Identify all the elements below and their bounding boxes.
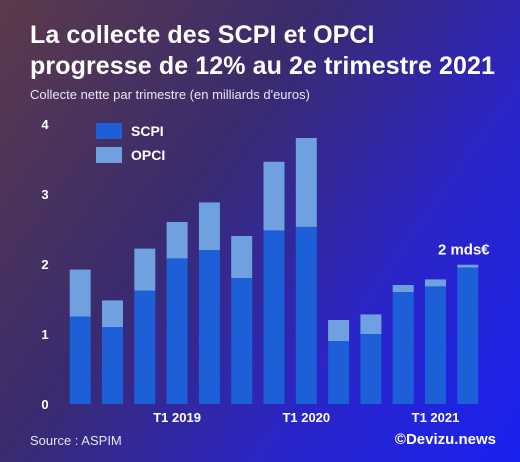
bar-opci [102, 300, 123, 327]
legend: SCPI OPCI [96, 123, 165, 163]
y-tick-label: 3 [41, 187, 48, 202]
bar-opci [392, 285, 414, 292]
bar-opci [198, 202, 220, 250]
legend-swatch-scpi [96, 123, 122, 139]
annotations: 2 mds€ [438, 242, 490, 259]
bar-scpi [198, 250, 220, 404]
legend-swatch-opci [96, 147, 122, 163]
x-tick-label: T1 2020 [282, 410, 330, 425]
bar-scpi [457, 267, 479, 404]
chart-title: La collecte des SCPI et OPCI progresse d… [30, 21, 496, 80]
brand-logo-text: ©Devizu.news [394, 431, 496, 448]
bar-opci [134, 248, 156, 291]
y-tick-label: 2 [41, 257, 48, 272]
bar-scpi [102, 327, 123, 404]
bar-scpi [69, 316, 91, 404]
bar-opci [69, 269, 91, 317]
bar-scpi [231, 278, 253, 404]
bar-scpi [392, 292, 414, 404]
legend-label-opci: OPCI [131, 147, 165, 163]
annotation-label: 2 mds€ [438, 242, 490, 259]
y-tick-label: 1 [41, 327, 48, 342]
x-axis: T1 2019 T1 2020 T1 2021 [153, 410, 459, 425]
bar-opci [231, 236, 253, 278]
bar-opci [328, 320, 350, 341]
bar-scpi [166, 258, 188, 404]
bar-opci [457, 264, 479, 268]
bar-opci [166, 222, 188, 259]
bar-opci [425, 279, 446, 287]
y-tick-label: 0 [41, 397, 48, 412]
y-tick-label: 4 [41, 117, 49, 132]
x-tick-label: T1 2021 [412, 410, 460, 425]
legend-label-scpi: SCPI [131, 123, 164, 139]
bars [69, 138, 479, 404]
source-note: Source : ASPIM [30, 433, 122, 448]
bar-scpi [263, 230, 285, 404]
bar-scpi [425, 286, 446, 404]
y-axis: 0 1 2 3 4 [41, 117, 49, 412]
bar-opci [360, 314, 382, 334]
bar-scpi [328, 341, 350, 404]
bar-opci [263, 161, 285, 231]
bar-scpi [295, 226, 317, 404]
x-tick-label: T1 2019 [153, 410, 201, 425]
bar-scpi [134, 290, 156, 404]
bar-scpi [360, 334, 382, 404]
chart-subtitle: Collecte nette par trimestre (en milliar… [30, 87, 310, 102]
bar-opci [295, 138, 317, 227]
